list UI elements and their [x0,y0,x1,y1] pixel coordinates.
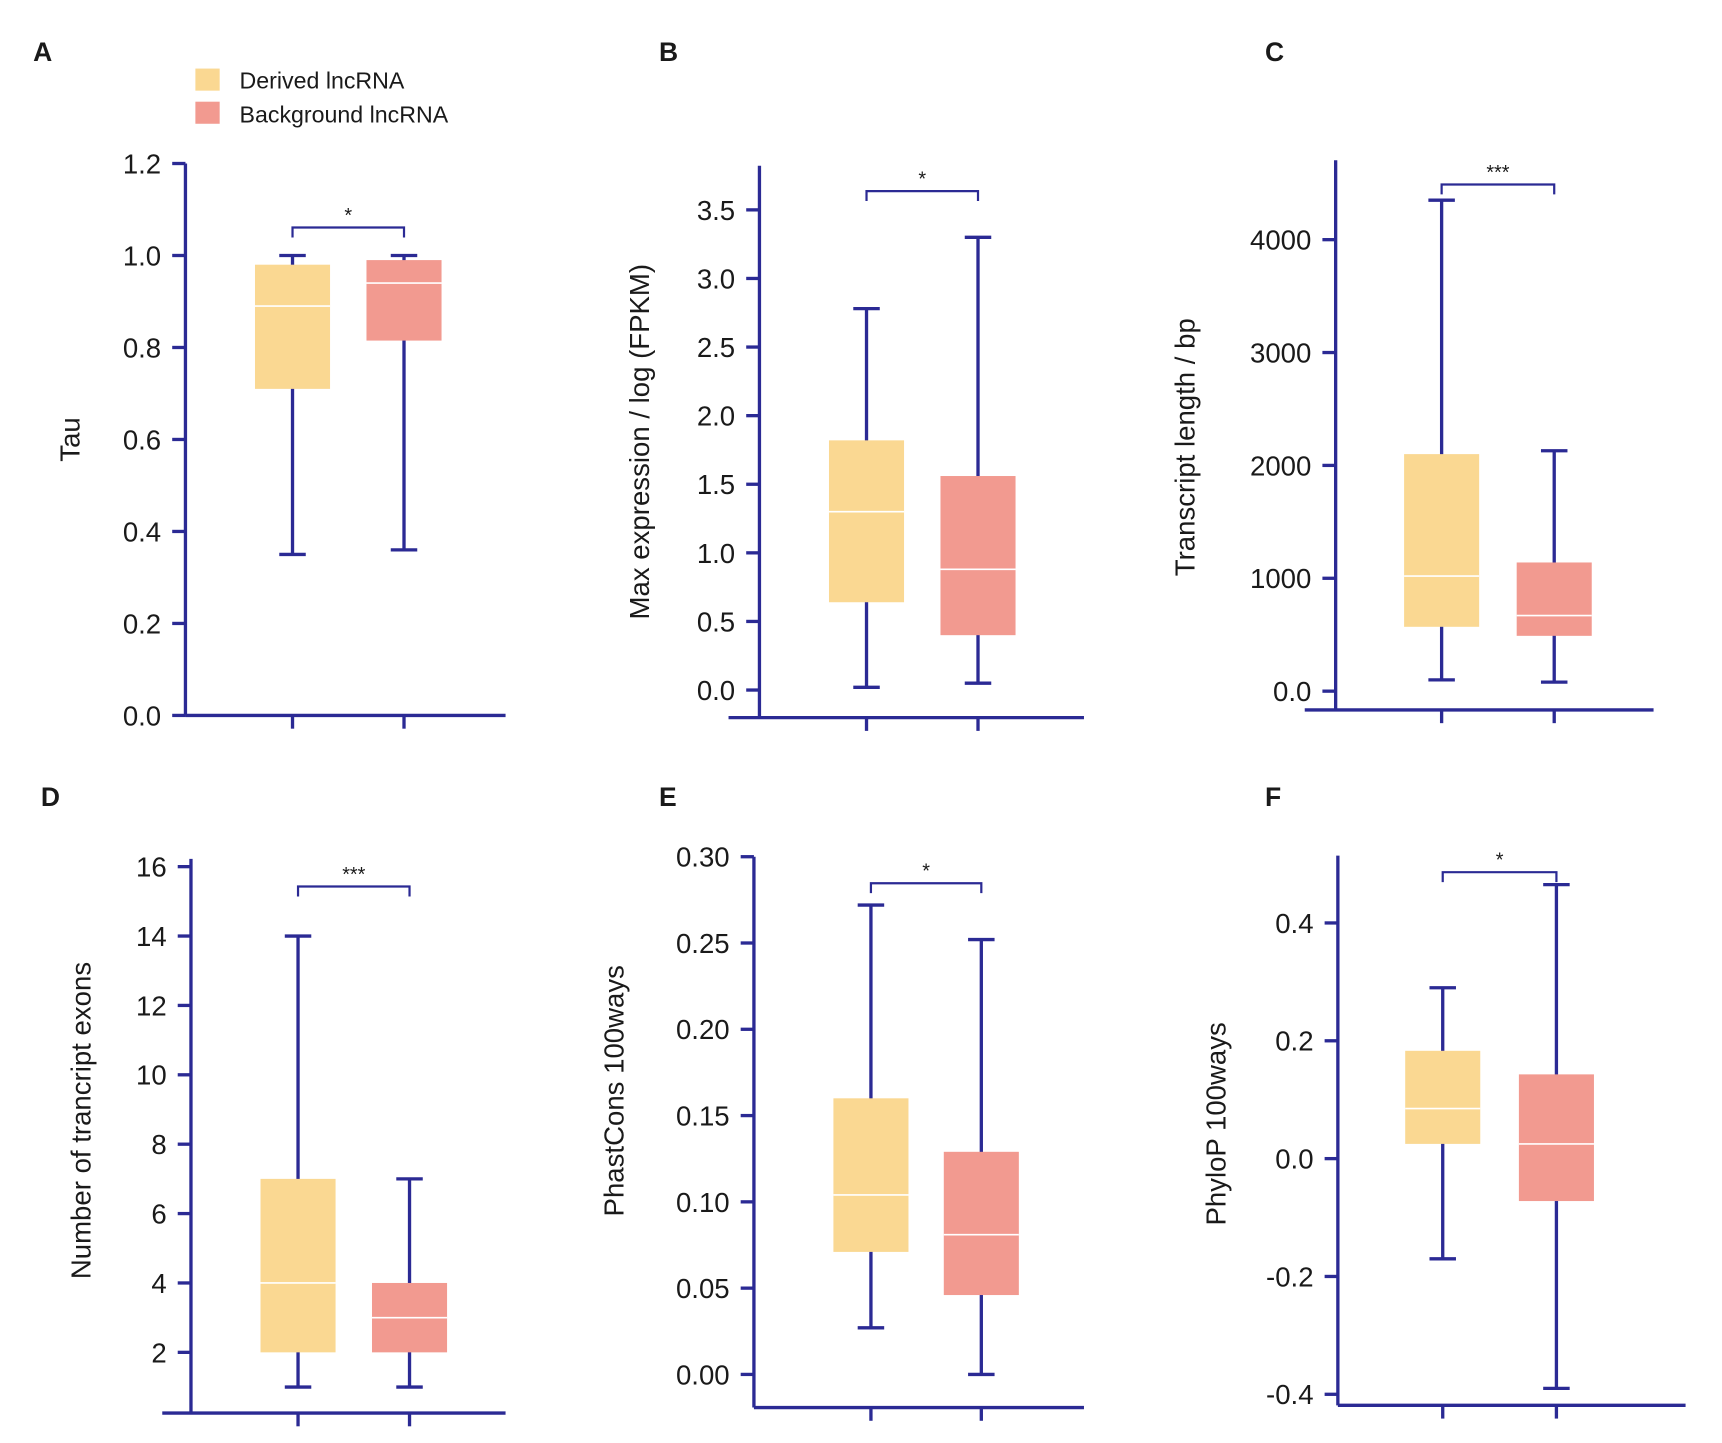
significance-label: * [922,861,930,883]
box-background [366,253,442,552]
box-derived [254,253,331,557]
y-tick-label: 0.30 [676,842,730,873]
y-axis-label: Max expression / log (FPKM) [624,264,655,620]
y-tick-label: 8 [151,1129,166,1160]
panel-f: F -0.4 -0.2 0.0 0.2 0.4 PhyloP 100ways * [1200,782,1686,1419]
y-tick-label: 3.5 [697,195,735,226]
box-derived [1404,198,1480,682]
box-iqr [833,1098,909,1252]
significance-bracket [291,226,406,238]
y-tick-label: 0.25 [676,928,730,959]
y-tick-label: 14 [136,921,167,952]
y-tick-label: 0.2 [1275,1026,1313,1057]
box-background [1518,882,1594,1391]
box-iqr [366,260,442,341]
y-tick-label: 0.6 [123,424,161,455]
significance-bracket [1440,183,1556,195]
box-background [943,937,1019,1377]
box-iqr [1405,1050,1481,1144]
significance-label: * [344,205,352,227]
box-background [371,1177,448,1389]
panel-c: C 0.0 1000 2000 3000 4000 Transcript length / … [1169,37,1654,724]
box-iqr [260,1178,336,1353]
y-tick-label: 0.20 [676,1014,730,1045]
legend-label-derived: Derived lncRNA [240,67,405,93]
legend-swatch-background [195,101,220,124]
y-tick-label: -0.2 [1266,1261,1314,1292]
y-tick-label: 0.00 [676,1359,730,1390]
y-tick-label: 0.2 [123,608,161,639]
box-derived [260,934,336,1389]
significance-label: * [1496,850,1504,872]
y-tick-label: 1.5 [697,469,735,500]
y-tick-label: 0.05 [676,1273,730,1304]
box-iqr [828,440,905,603]
y-tick-label: 1.0 [697,538,735,569]
y-tick-label: 1.2 [123,148,161,179]
y-axis-label: Tau [54,417,85,461]
y-tick-label: 2000 [1250,450,1311,481]
box-iqr [254,264,331,389]
y-tick-label: 3000 [1250,337,1311,368]
panel-d: D 2 4 6 8 10 12 14 16 Number of trancript exons **… [41,782,506,1427]
y-tick-label: 12 [136,990,167,1021]
y-axis-label: Transcript length / bp [1169,318,1200,576]
significance-bracket [865,189,980,202]
significance-label: *** [1486,162,1509,184]
y-tick-label: 2.0 [697,401,735,432]
legend-label-background: Background lncRNA [240,102,449,128]
y-tick-label: 10 [136,1060,167,1091]
y-tick-label: 4000 [1250,225,1311,256]
panel-label: E [659,782,677,812]
legend-swatch-derived [195,68,220,91]
y-tick-label: 0.8 [123,332,161,363]
panel-label: A [33,37,52,67]
box-background [1516,449,1592,684]
y-tick-label: 16 [136,852,167,883]
box-iqr [1518,1074,1594,1202]
box-derived [828,306,905,689]
panel-label: F [1265,782,1281,812]
box-background [940,235,1016,685]
y-tick-label: 0.4 [1275,908,1313,939]
significance-bracket [869,882,983,894]
y-tick-label: 0.0 [1275,1144,1313,1175]
y-tick-label: 2 [151,1337,166,1368]
y-tick-label: 0.5 [697,606,735,637]
y-tick-label: 1.0 [123,240,161,271]
legend: Derived lncRNA Background lncRNA [195,67,449,128]
significance-label: *** [342,864,365,886]
y-tick-label: 0.15 [676,1101,730,1132]
y-tick-label: 0.0 [123,700,161,731]
y-tick-label: 0.10 [676,1187,730,1218]
box-derived [1405,986,1481,1261]
y-tick-label: 4 [151,1268,166,1299]
y-tick-label: 3.0 [697,263,735,294]
y-axis-label: PhastCons 100ways [599,965,630,1216]
box-iqr [1516,562,1592,636]
panel-label: B [659,37,678,67]
y-tick-label: -0.4 [1266,1379,1314,1410]
panel-e: E 0.00 0.05 0.10 0.15 0.20 0.25 0.30 PhastCons 1… [599,782,1084,1421]
significance-bracket [1441,871,1558,883]
significance-bracket [296,885,411,897]
y-tick-label: 0.4 [123,516,161,547]
y-tick-label: 2.5 [697,332,735,363]
y-axis-label: Number of trancript exons [66,962,97,1279]
panel-b: B 0.0 0.5 1.0 1.5 2.0 2.5 3.0 3.5 Max expression … [624,37,1084,731]
box-iqr [1404,454,1480,627]
panel-label: C [1265,37,1284,67]
panel-label: D [41,782,60,812]
y-tick-label: 6 [151,1199,166,1230]
y-axis-label: PhyloP 100ways [1200,1022,1231,1225]
y-tick-label: 0.0 [697,675,735,706]
y-tick-label: 1000 [1250,563,1311,594]
box-iqr [943,1151,1019,1296]
box-iqr [940,476,1016,636]
box-derived [833,903,909,1330]
y-tick-label: 0.0 [1273,676,1311,707]
panel-a: A 0.0 0.2 0.4 0.6 0.8 1.0 1.2 Tau * [33,37,506,731]
significance-label: * [918,169,926,191]
